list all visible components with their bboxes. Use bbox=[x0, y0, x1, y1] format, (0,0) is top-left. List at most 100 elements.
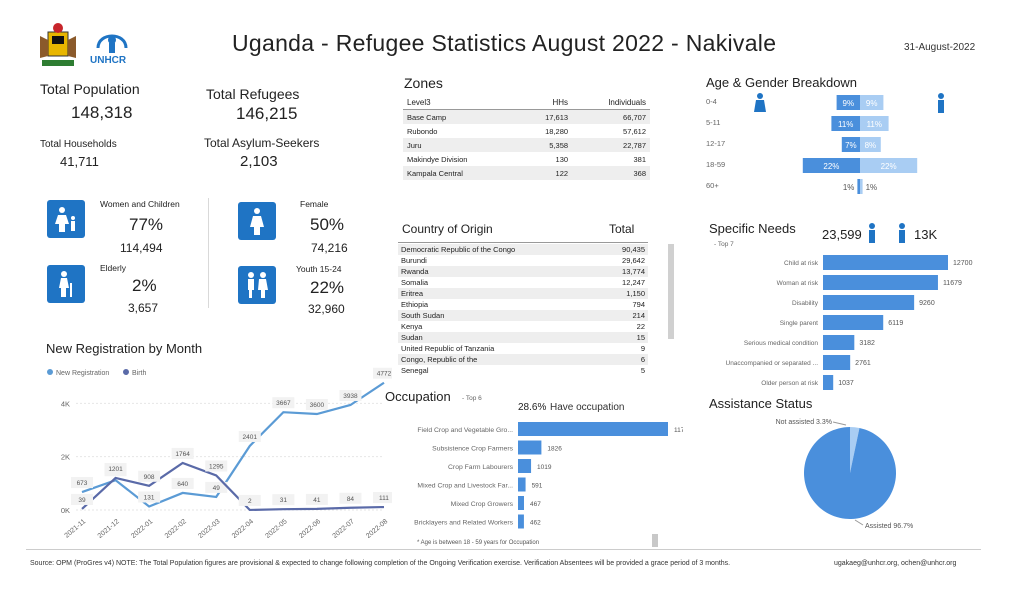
reg-label-bg bbox=[238, 430, 261, 442]
footer-source: Source: OPM (ProGres v4) NOTE: The Total… bbox=[30, 560, 731, 567]
origin-scrollbar[interactable] bbox=[668, 244, 674, 339]
origin-row: Rwanda 13,774 bbox=[398, 266, 648, 277]
needs-bar bbox=[823, 375, 834, 390]
elderly-num: 3,657 bbox=[128, 301, 159, 315]
needs-value-label: 3182 bbox=[859, 340, 875, 347]
occ-value-label: 11706 bbox=[674, 427, 683, 434]
occ-category-label: Subsistence Crop Farmers bbox=[432, 446, 513, 453]
origin-row: Sudan 15 bbox=[398, 332, 648, 343]
zones-cell: Juru bbox=[403, 138, 520, 152]
needs-value-label: 11679 bbox=[943, 280, 962, 287]
occ-category-label: Mixed Crop Growers bbox=[451, 501, 514, 508]
reg-data-label: 84 bbox=[347, 496, 355, 503]
occ-chart-title: Occupation bbox=[385, 389, 451, 404]
reg-label-bg bbox=[305, 399, 328, 410]
female-icon bbox=[938, 93, 944, 99]
age-male-label: 9% bbox=[843, 99, 855, 108]
zones-cell: 122 bbox=[519, 166, 573, 180]
female-icon bbox=[238, 202, 276, 240]
report-date: 31-August-2022 bbox=[904, 42, 976, 53]
reg-label-bg bbox=[171, 477, 194, 489]
age-female-label: 1% bbox=[866, 183, 878, 192]
zones-row: Juru 5,358 22,787 bbox=[403, 138, 650, 152]
occ-value-label: 462 bbox=[530, 520, 541, 527]
age-male-bar bbox=[857, 179, 860, 194]
uganda-coat-of-arms-logo bbox=[34, 22, 82, 70]
origin-cell: 6 bbox=[599, 354, 648, 365]
occ-category-label: Crop Farm Labourers bbox=[448, 464, 514, 471]
origin-cell: 214 bbox=[599, 310, 648, 321]
needs-value-label: 2761 bbox=[855, 360, 871, 367]
needs-chart-subtitle: - Top 7 bbox=[714, 241, 734, 248]
needs-chart-title: Specific Needs bbox=[709, 221, 796, 236]
occ-header-text: Have occupation bbox=[550, 402, 625, 413]
needs-category-label: Child at risk bbox=[784, 260, 819, 267]
legend-registration-marker bbox=[47, 369, 53, 375]
female-icon-body bbox=[938, 100, 944, 113]
zones-cell: 18,280 bbox=[545, 126, 569, 136]
origin-row: Eritrea 1,150 bbox=[398, 288, 648, 299]
origin-cell: 12,247 bbox=[622, 278, 645, 287]
reg-label-bg bbox=[339, 492, 362, 504]
reg-data-label: 3938 bbox=[343, 393, 358, 400]
origin-cell: 1,150 bbox=[599, 288, 648, 299]
occupation-scrollbar[interactable] bbox=[652, 534, 658, 547]
male-icon-body bbox=[754, 100, 766, 112]
needs-male-icon-body bbox=[869, 230, 875, 243]
reg-label-bg bbox=[272, 494, 295, 506]
origin-cell: 22 bbox=[636, 322, 645, 331]
needs-bar bbox=[823, 255, 948, 270]
needs-category-label: Serious medical condition bbox=[744, 340, 818, 347]
needs-bar bbox=[823, 295, 915, 310]
reg-data-label: 111 bbox=[379, 495, 389, 502]
youth-pct: 22% bbox=[310, 278, 345, 297]
age-female-bar bbox=[860, 95, 884, 110]
women-children-pct: 77% bbox=[129, 215, 164, 234]
needs-bar bbox=[823, 275, 938, 290]
needs-value-label: 9260 bbox=[919, 300, 935, 307]
reg-label-bg bbox=[373, 492, 392, 504]
zones-cell: Rubondo bbox=[407, 126, 438, 136]
needs-value-label: 12700 bbox=[953, 260, 973, 267]
reg-chart-title: New Registration by Month bbox=[46, 341, 202, 356]
origin-row: Democratic Republic of the Congo 90,435 bbox=[398, 244, 648, 255]
zones-cell: 22,787 bbox=[572, 138, 650, 152]
origin-cell: 5 bbox=[640, 366, 645, 375]
reg-label-bg bbox=[171, 447, 194, 459]
age-category-label: 5-11 bbox=[706, 118, 720, 127]
needs-category-label: Older person at risk bbox=[761, 380, 818, 387]
age-category-label: 0-4 bbox=[706, 97, 717, 106]
zones-row: Rubondo 18,280 57,612 bbox=[403, 124, 650, 138]
women-children-label: Women and Children bbox=[100, 199, 180, 209]
origin-cell: 13,774 bbox=[599, 266, 648, 277]
pie-slice bbox=[804, 427, 896, 519]
needs-male-icon bbox=[869, 223, 875, 229]
origin-row: Ethiopia 794 bbox=[398, 299, 648, 310]
registration-chart: New Registration by Month New Registratio… bbox=[46, 341, 392, 538]
reg-x-tick: 2022-06 bbox=[298, 518, 322, 538]
occupation-chart: Occupation - Top 6 28.6% Have occupation Fie… bbox=[385, 389, 683, 546]
reg-label-bg bbox=[104, 462, 127, 474]
zones-cell: Kampala Central bbox=[403, 166, 520, 180]
zones-cell: 66,707 bbox=[572, 109, 650, 124]
legend-registration-label: New Registration bbox=[56, 370, 109, 377]
age-category-label: 18-59 bbox=[706, 160, 725, 169]
zones-cell: 130 bbox=[555, 154, 569, 164]
reg-data-label: 3600 bbox=[310, 402, 325, 409]
origin-cell: Ethiopia bbox=[401, 300, 429, 309]
reg-x-tick: 2022-02 bbox=[164, 518, 188, 538]
origin-cell: Rwanda bbox=[398, 266, 600, 277]
zones-row: Makindye Division 130 381 bbox=[403, 152, 650, 166]
origin-header-country: Country of Origin bbox=[402, 222, 493, 236]
total-population-value: 148,318 bbox=[71, 103, 133, 122]
origin-row: Kenya 22 bbox=[398, 321, 648, 332]
occ-value-label: 1826 bbox=[547, 446, 562, 453]
origin-cell: 9 bbox=[640, 344, 645, 353]
zones-header-hhs: HHs bbox=[519, 96, 573, 110]
zones-cell: 368 bbox=[572, 166, 650, 180]
reg-x-tick: 2021-11 bbox=[64, 518, 88, 538]
zones-cell: Base Camp bbox=[403, 109, 520, 124]
reg-data-label: 673 bbox=[77, 480, 88, 487]
total-refugees-label: Total Refugees bbox=[206, 86, 300, 102]
zones-cell: Makindye Division bbox=[407, 154, 468, 164]
